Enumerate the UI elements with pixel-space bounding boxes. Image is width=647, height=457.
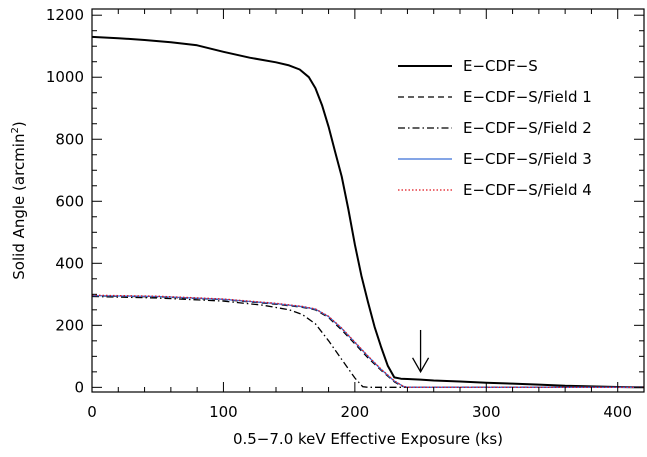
axes: 0 100 200 300 400 0 200 400 600 800 1000 1200 [46,6,645,421]
y-tick-label: 0 [74,378,84,396]
legend-label-2: E−CDF−S/Field 1 [463,88,592,106]
y-tick-label: 1200 [46,6,84,24]
plot-frame [91,8,645,393]
legend-label-1: E−CDF−S [463,57,538,75]
legend-label-5: E−CDF−S/Field 4 [463,181,592,199]
series-line-2 [91,295,644,388]
y-tick-label: 800 [55,130,84,148]
y-axis-title-main: Solid Angle (arcmin [10,134,28,280]
x-tick-label: 200 [341,403,370,421]
x-tick-label: 100 [209,403,238,421]
series-line-5 [91,294,644,388]
y-tick-label: 1000 [46,68,84,86]
plot-area [91,35,645,389]
x-axis-title: 0.5−7.0 keV Effective Exposure (ks) [233,430,503,448]
x-tick-label: 300 [472,403,501,421]
y-tick-label: 600 [55,192,84,210]
series-line-4 [91,294,644,388]
annotation-arrow-head [412,357,430,374]
legend-label-3: E−CDF−S/Field 2 [463,119,592,137]
legend-label-4: E−CDF−S/Field 3 [463,150,592,168]
y-axis-title: Solid Angle (arcmin2) [10,121,28,279]
y-axis-title-end: ) [10,121,28,127]
series-line-1 [91,35,645,389]
legend: E−CDF−S E−CDF−S/Field 1 E−CDF−S/Field 2 E−C… [398,57,592,199]
y-tick-label: 200 [55,316,84,334]
y-tick-label: 400 [55,254,84,272]
series-line-3 [91,295,644,388]
x-tick-label: 400 [603,403,632,421]
x-tick-label: 0 [87,403,97,421]
y-axis-title-superscript: 2 [10,127,21,133]
